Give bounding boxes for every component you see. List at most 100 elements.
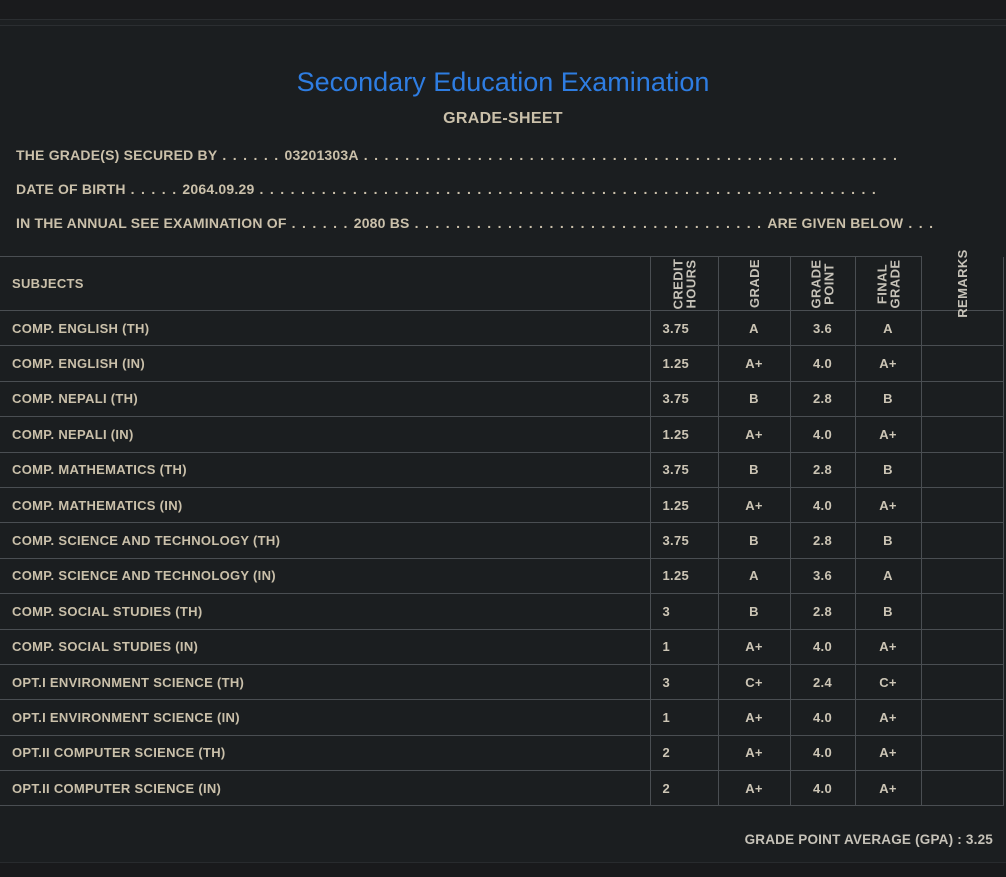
final-grade-cell: A+ bbox=[854, 486, 922, 524]
grade-cell: B bbox=[717, 593, 791, 630]
column-header-grade: GRADE bbox=[717, 256, 791, 311]
dots-filler: . . . bbox=[908, 215, 935, 231]
subject-cell: COMP. SCIENCE AND TECHNOLOGY (TH) bbox=[0, 522, 651, 559]
subject-cell: OPT.I ENVIRONMENT SCIENCE (IN) bbox=[0, 699, 651, 736]
credit-hours-cell: 1 bbox=[649, 628, 719, 665]
remarks-cell bbox=[920, 557, 1004, 595]
grade-point-label: GRADE POINT bbox=[808, 259, 837, 308]
grade-cell: C+ bbox=[717, 663, 791, 701]
grade-cell: A+ bbox=[717, 699, 791, 736]
dots-filler: . . . . . . bbox=[222, 147, 280, 163]
grade-cell: A bbox=[717, 309, 791, 347]
table-row: COMP. SOCIAL STUDIES (IN) 1 A+ 4.0 A+ bbox=[0, 628, 1004, 665]
secured-by-label: THE GRADE(S) SECURED BY bbox=[16, 147, 218, 163]
credit-hours-cell: 3.75 bbox=[649, 380, 719, 418]
subject-cell: OPT.I ENVIRONMENT SCIENCE (TH) bbox=[0, 663, 651, 701]
table-row: COMP. SCIENCE AND TECHNOLOGY (TH) 3.75 B… bbox=[0, 522, 1004, 559]
table-row: COMP. NEPALI (TH) 3.75 B 2.8 B bbox=[0, 380, 1004, 418]
remarks-cell bbox=[920, 663, 1004, 701]
info-line-secured-by: THE GRADE(S) SECURED BY . . . . . . 0320… bbox=[0, 138, 1006, 172]
table-row: COMP. MATHEMATICS (IN) 1.25 A+ 4.0 A+ bbox=[0, 486, 1004, 524]
table-row: OPT.II COMPUTER SCIENCE (IN) 2 A+ 4.0 A+ bbox=[0, 770, 1004, 807]
subject-cell: COMP. MATHEMATICS (IN) bbox=[0, 486, 651, 524]
final-grade-label: FINAL GRADE bbox=[873, 259, 902, 308]
subject-cell: COMP. NEPALI (IN) bbox=[0, 416, 651, 453]
remarks-cell bbox=[920, 699, 1004, 736]
table-row: OPT.I ENVIRONMENT SCIENCE (IN) 1 A+ 4.0 … bbox=[0, 699, 1004, 736]
grade-table: SUBJECTS CREDIT HOURS GRADE GRADE POINT … bbox=[0, 249, 1004, 807]
column-header-final-grade: FINAL GRADE bbox=[854, 256, 922, 311]
final-grade-cell: B bbox=[854, 380, 922, 418]
grade-point-cell: 4.0 bbox=[789, 770, 856, 807]
subject-cell: COMP. SOCIAL STUDIES (TH) bbox=[0, 593, 651, 630]
final-grade-cell: A bbox=[854, 557, 922, 595]
grade-cell: A bbox=[717, 557, 791, 595]
credit-hours-cell: 3.75 bbox=[649, 309, 719, 347]
grade-cell: A+ bbox=[717, 734, 791, 772]
bottom-bar bbox=[0, 862, 1006, 877]
remarks-cell bbox=[920, 522, 1004, 559]
grade-point-cell: 4.0 bbox=[789, 416, 856, 453]
grade-point-cell: 4.0 bbox=[789, 345, 856, 382]
dots-filler: . . . . . . . . . . . . . . . . . . . . … bbox=[414, 215, 763, 231]
table-row: COMP. NEPALI (IN) 1.25 A+ 4.0 A+ bbox=[0, 416, 1004, 453]
final-grade-cell: B bbox=[854, 451, 922, 488]
info-line-examination-of: IN THE ANNUAL SEE EXAMINATION OF . . . .… bbox=[0, 206, 1006, 240]
column-header-grade-point: GRADE POINT bbox=[789, 256, 856, 311]
symbol-number-value: 03201303A bbox=[284, 147, 359, 163]
final-grade-cell: A+ bbox=[854, 699, 922, 736]
table-row: OPT.I ENVIRONMENT SCIENCE (TH) 3 C+ 2.4 … bbox=[0, 663, 1004, 701]
grade-cell: A+ bbox=[717, 416, 791, 453]
final-grade-cell: A+ bbox=[854, 770, 922, 807]
dots-filler: . . . . . . bbox=[291, 215, 349, 231]
remarks-cell bbox=[920, 309, 1004, 347]
subject-cell: COMP. SCIENCE AND TECHNOLOGY (IN) bbox=[0, 557, 651, 595]
remarks-cell bbox=[920, 416, 1004, 453]
final-grade-cell: B bbox=[854, 593, 922, 630]
column-header-remarks: REMARKS bbox=[920, 249, 1004, 318]
grade-point-cell: 2.4 bbox=[789, 663, 856, 701]
exam-of-label: IN THE ANNUAL SEE EXAMINATION OF bbox=[16, 215, 287, 231]
table-row: COMP. SCIENCE AND TECHNOLOGY (IN) 1.25 A… bbox=[0, 557, 1004, 595]
grade-cell: B bbox=[717, 451, 791, 488]
grade-point-cell: 2.8 bbox=[789, 380, 856, 418]
subject-cell: COMP. SOCIAL STUDIES (IN) bbox=[0, 628, 651, 665]
grade-point-cell: 4.0 bbox=[789, 734, 856, 772]
grade-point-cell: 3.6 bbox=[789, 309, 856, 347]
final-grade-cell: A bbox=[854, 309, 922, 347]
remarks-label: REMARKS bbox=[954, 248, 970, 318]
subject-cell: COMP. NEPALI (TH) bbox=[0, 380, 651, 418]
grade-point-cell: 4.0 bbox=[789, 486, 856, 524]
table-row: COMP. ENGLISH (IN) 1.25 A+ 4.0 A+ bbox=[0, 345, 1004, 382]
remarks-cell bbox=[920, 451, 1004, 488]
table-header-row: SUBJECTS CREDIT HOURS GRADE GRADE POINT … bbox=[0, 249, 1004, 318]
table-row: COMP. ENGLISH (TH) 3.75 A 3.6 A bbox=[0, 309, 1004, 347]
grade-cell: A+ bbox=[717, 770, 791, 807]
table-row: COMP. SOCIAL STUDIES (TH) 3 B 2.8 B bbox=[0, 593, 1004, 630]
final-grade-cell: A+ bbox=[854, 345, 922, 382]
credit-hours-cell: 1.25 bbox=[649, 557, 719, 595]
subject-cell: COMP. ENGLISH (TH) bbox=[0, 309, 651, 347]
subject-cell: COMP. ENGLISH (IN) bbox=[0, 345, 651, 382]
dots-filler: . . . . . bbox=[130, 181, 178, 197]
grade-point-cell: 3.6 bbox=[789, 557, 856, 595]
remarks-cell bbox=[920, 380, 1004, 418]
grade-cell: A+ bbox=[717, 486, 791, 524]
grade-cell: A+ bbox=[717, 345, 791, 382]
remarks-cell bbox=[920, 734, 1004, 772]
grade-sheet-subtitle: GRADE-SHEET bbox=[443, 110, 563, 127]
credit-hours-cell: 3.75 bbox=[649, 522, 719, 559]
table-row: OPT.II COMPUTER SCIENCE (TH) 2 A+ 4.0 A+ bbox=[0, 734, 1004, 772]
table-row: COMP. MATHEMATICS (TH) 3.75 B 2.8 B bbox=[0, 451, 1004, 488]
credit-hours-cell: 1.25 bbox=[649, 345, 719, 382]
grade-cell: A+ bbox=[717, 628, 791, 665]
credit-hours-cell: 2 bbox=[649, 734, 719, 772]
final-grade-cell: A+ bbox=[854, 734, 922, 772]
grade-cell: B bbox=[717, 522, 791, 559]
final-grade-cell: A+ bbox=[854, 628, 922, 665]
credit-hours-cell: 1.25 bbox=[649, 486, 719, 524]
remarks-cell bbox=[920, 593, 1004, 630]
column-header-credit-hours: CREDIT HOURS bbox=[649, 256, 719, 311]
credit-hours-cell: 3 bbox=[649, 663, 719, 701]
info-line-date-of-birth: DATE OF BIRTH . . . . . 2064.09.29 . . .… bbox=[0, 172, 1006, 206]
